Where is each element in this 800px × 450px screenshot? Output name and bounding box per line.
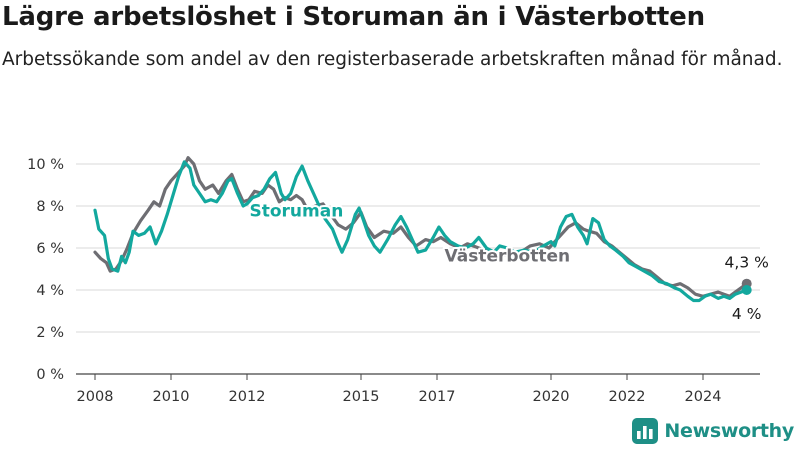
series-line-storuman [93, 160, 749, 303]
y-tick-label: 6 % [36, 241, 64, 257]
chart-subtitle: Arbetssökande som andel av den registerb… [2, 49, 783, 70]
brand-logo: Newsworthy [632, 418, 794, 444]
y-tick-label: 0 % [36, 367, 64, 383]
series-end-point [741, 285, 752, 295]
x-tick-label: 2012 [229, 389, 266, 405]
x-tick-label: 2008 [77, 389, 114, 405]
x-tick-label: 2024 [685, 389, 722, 405]
x-tick-label: 2020 [533, 389, 570, 405]
chart-title: Lägre arbetslöshet i Storuman än i Väste… [2, 2, 705, 32]
x-tick-label: 2017 [419, 389, 456, 405]
y-tick-label: 2 % [36, 325, 64, 341]
bar-chart-logo-icon [632, 418, 659, 444]
x-tick-label: 2015 [343, 389, 380, 405]
x-tick-label: 2022 [609, 389, 646, 405]
end-value-label: 4,3 % [725, 254, 769, 272]
x-tick-label: 2010 [153, 389, 190, 405]
series-name-label: Västerbotten [445, 247, 571, 267]
end-value-label: 4 % [732, 305, 762, 323]
series-name-label: Storuman [249, 202, 343, 222]
y-tick-label: 10 % [27, 157, 64, 173]
y-tick-label: 4 % [36, 283, 64, 299]
y-tick-label: 8 % [36, 199, 64, 215]
brand-name: Newsworthy [664, 420, 794, 442]
